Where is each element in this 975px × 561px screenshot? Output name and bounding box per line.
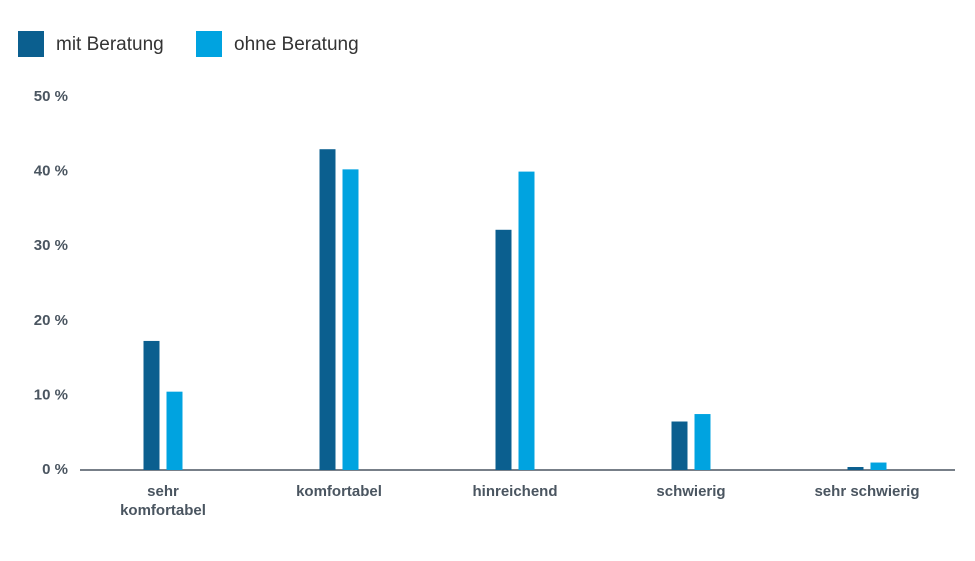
- y-tick-label: 20 %: [34, 312, 68, 329]
- bar: [671, 421, 688, 470]
- y-tick-label: 0 %: [42, 461, 68, 478]
- bar: [319, 149, 336, 470]
- legend-swatch: [18, 31, 44, 57]
- bar: [143, 340, 160, 470]
- bar: [870, 462, 887, 470]
- legend-label: ohne Beratung: [234, 34, 359, 55]
- bar: [518, 171, 535, 470]
- y-tick-label: 50 %: [34, 88, 68, 105]
- y-tick-label: 30 %: [34, 237, 68, 254]
- bar: [694, 414, 711, 470]
- bar: [495, 229, 512, 470]
- y-tick-label: 10 %: [34, 386, 68, 403]
- x-tick-label: sehr schwierig: [814, 483, 920, 500]
- legend-swatch: [196, 31, 222, 57]
- x-tick-label: sehr komfortabel: [120, 483, 206, 519]
- x-tick-label: schwierig: [656, 483, 726, 500]
- legend-label: mit Beratung: [56, 34, 164, 55]
- bar: [847, 467, 864, 470]
- bar: [166, 391, 183, 470]
- x-tick-label: komfortabel: [296, 483, 382, 500]
- bar: [342, 169, 359, 470]
- y-tick-label: 40 %: [34, 163, 68, 180]
- x-tick-label: hinreichend: [472, 483, 558, 500]
